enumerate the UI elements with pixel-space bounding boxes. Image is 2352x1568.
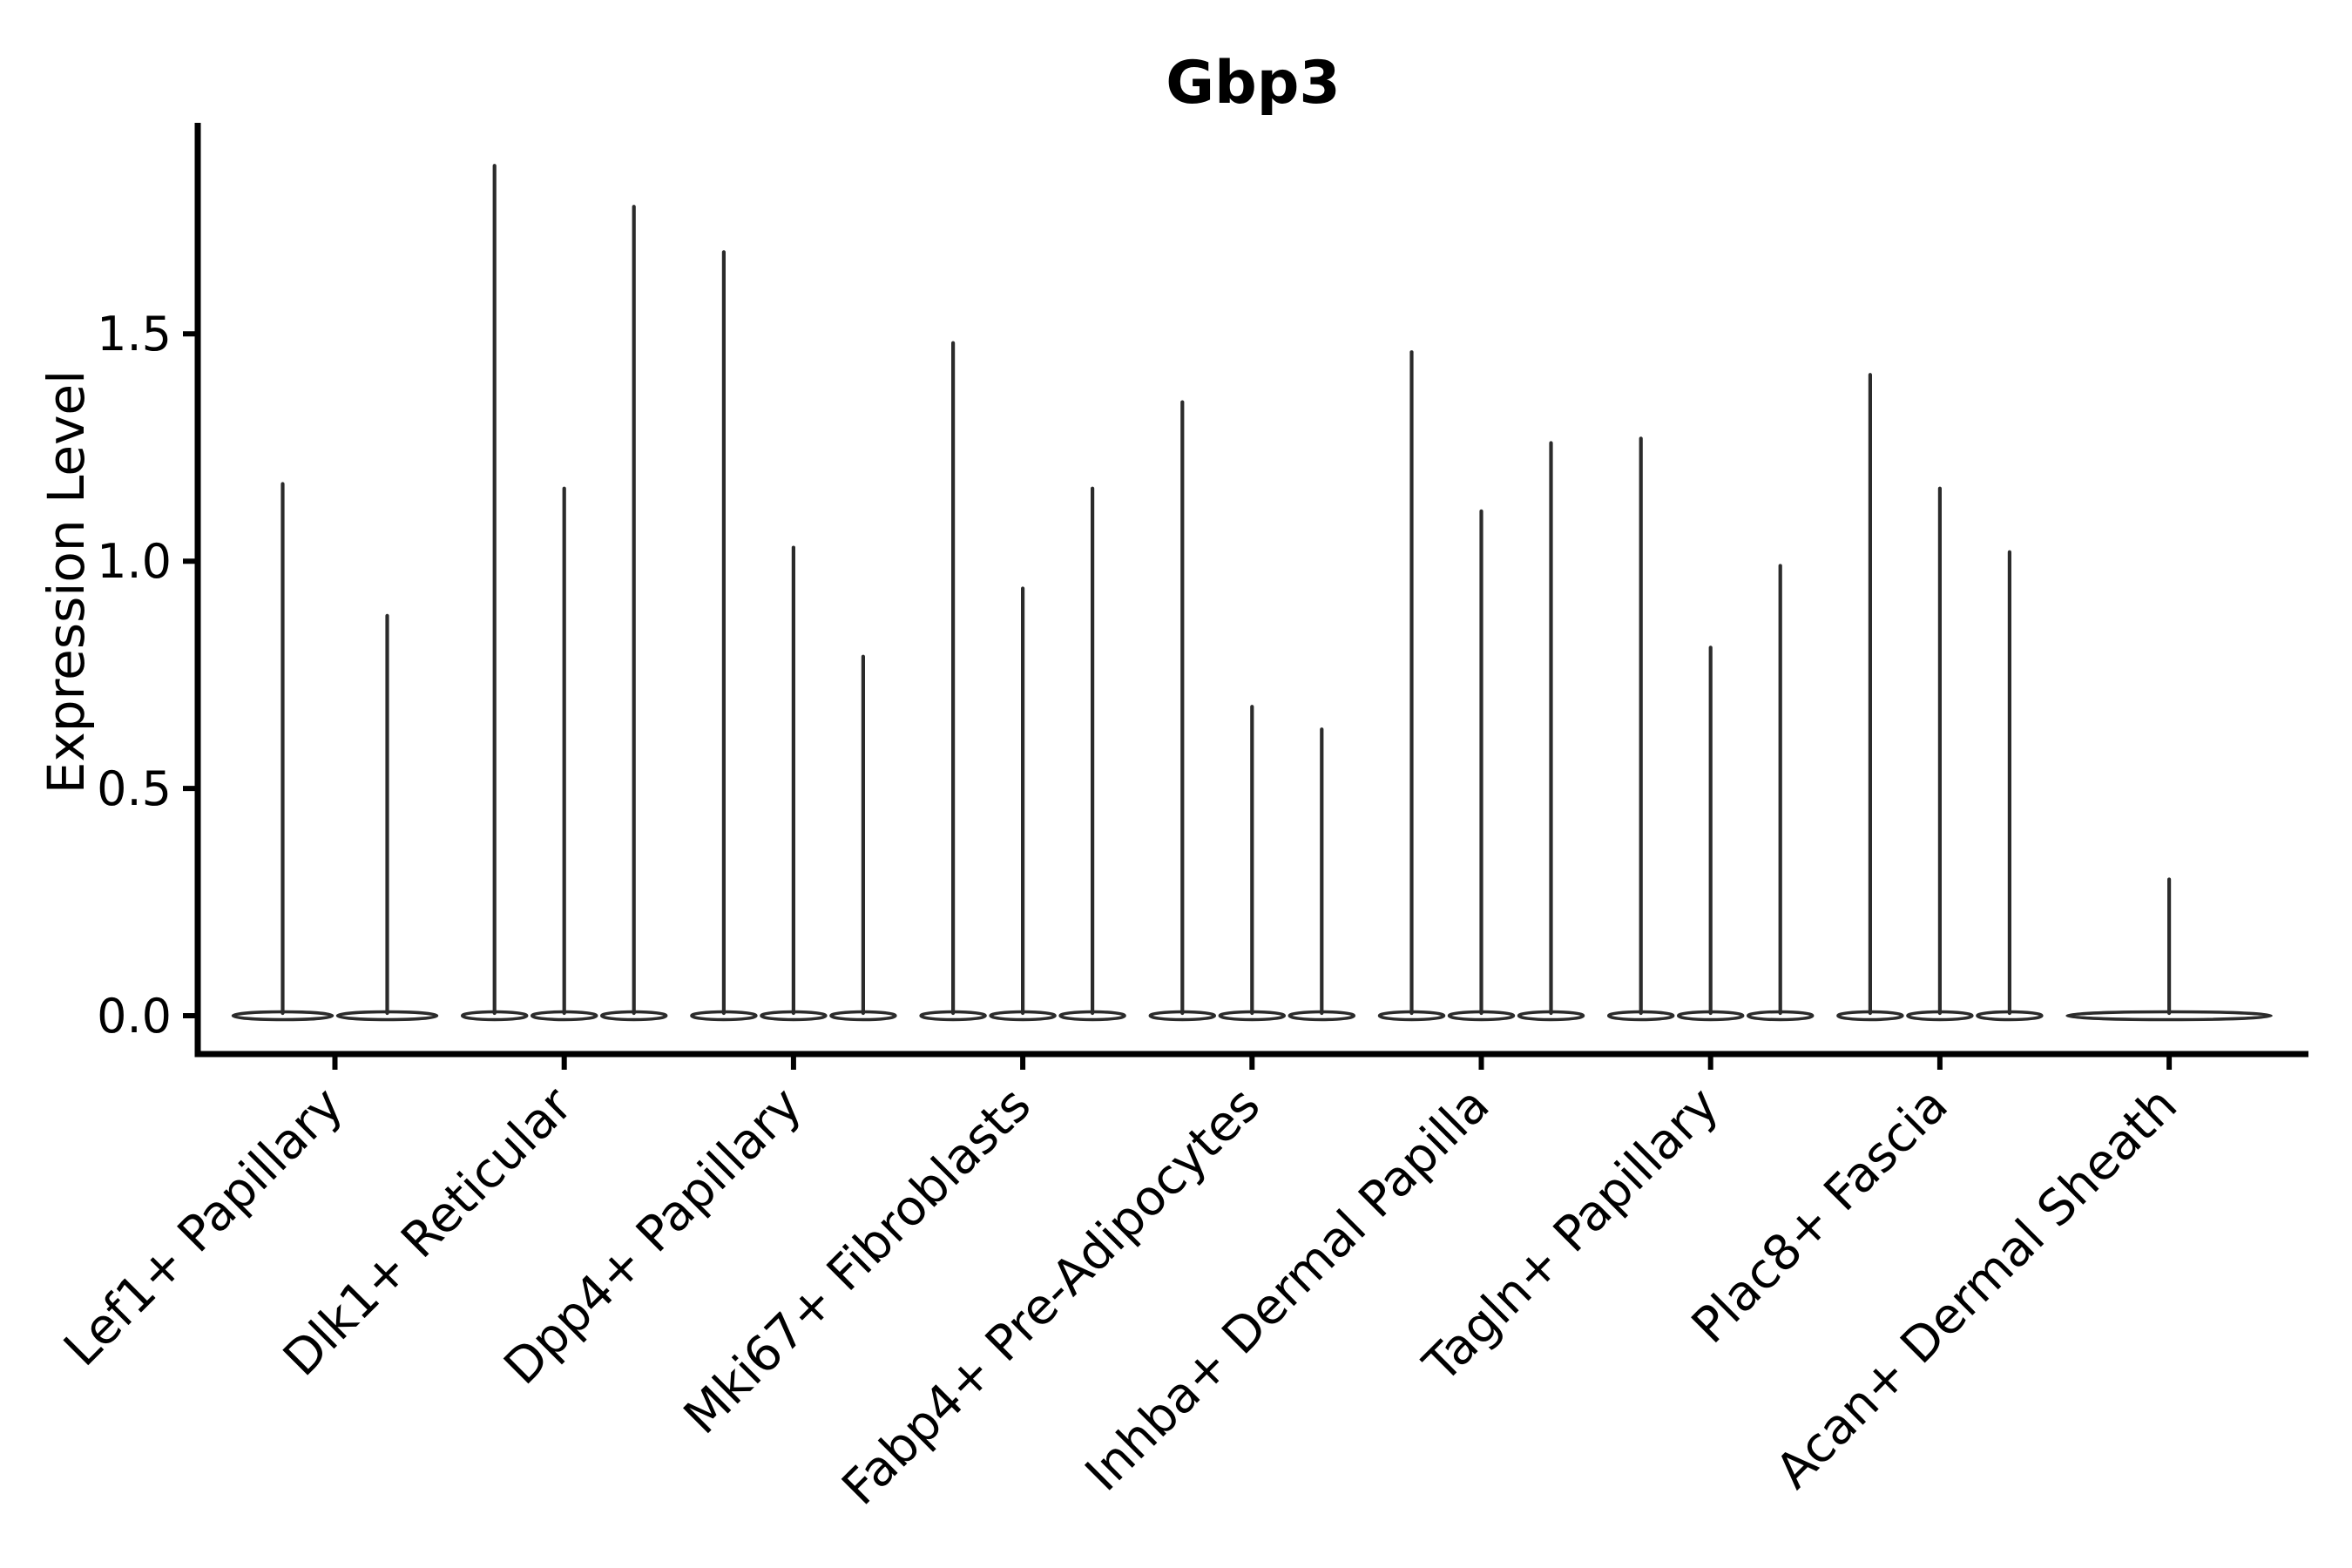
x-tick-label: Acan+ Dermal Sheath	[1765, 1077, 2188, 1500]
y-tick-label: 0.0	[97, 989, 172, 1044]
y-tick-label: 1.5	[97, 307, 172, 362]
y-tick-label: 1.0	[97, 534, 172, 589]
y-tick-label: 0.5	[97, 761, 172, 816]
chart-title: Gbp3	[1166, 49, 1341, 118]
x-tick-label: Inhba+ Dermal Papilla	[1075, 1077, 1501, 1503]
x-tick-label: Fabp4+ Pre-Adipocytes	[832, 1077, 1272, 1517]
